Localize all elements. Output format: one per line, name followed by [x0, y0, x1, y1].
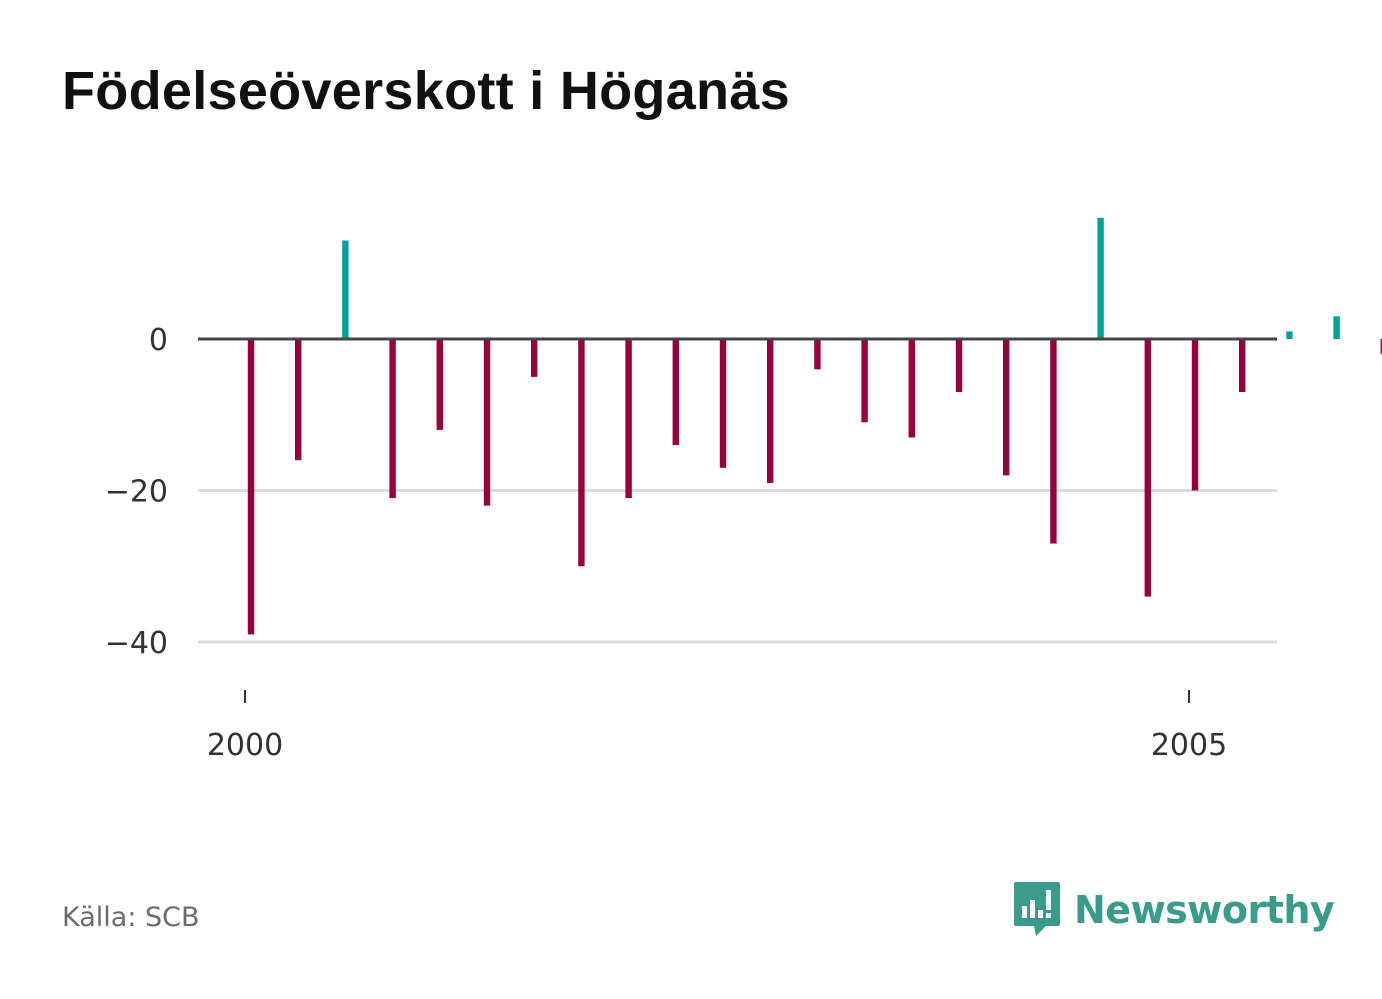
x-tick-label: 2005	[1151, 728, 1227, 763]
bar-negative	[1380, 339, 1382, 355]
brand-logo[interactable]: Newsworthy	[1012, 880, 1335, 940]
bar-negative	[767, 339, 774, 483]
bar-negative	[1239, 339, 1246, 393]
source-note: Källa: SCB	[62, 902, 200, 933]
chart-title: Födelseöverskott i Höganäs	[62, 61, 790, 121]
bar-series	[198, 217, 1382, 635]
bar-negative	[531, 339, 538, 377]
y-tick-label: −20	[105, 475, 168, 510]
bar-negative	[1191, 339, 1199, 491]
y-axis: 0 −20 −40	[105, 323, 168, 661]
brand-name: Newsworthy	[1074, 888, 1335, 932]
bar-chart: 0−20−40 200020052010201520202025	[105, 217, 1382, 763]
bar-negative	[625, 339, 632, 499]
x-axis: 200020052010201520202025	[207, 690, 1227, 763]
bar-negative	[1003, 339, 1010, 476]
y-tick-label: −40	[105, 626, 168, 661]
x-tick-label: 2000	[207, 728, 283, 763]
bar-positive	[1097, 217, 1104, 339]
bar-negative	[247, 339, 255, 635]
bar-negative	[814, 339, 821, 370]
bar-negative	[1144, 339, 1151, 597]
bar-negative	[295, 339, 302, 461]
bar-negative	[389, 339, 396, 499]
bar-positive	[1333, 316, 1340, 339]
bar-negative	[861, 339, 868, 423]
grid-lines	[198, 489, 1277, 644]
bar-negative	[908, 339, 915, 438]
bar-negative	[1050, 339, 1057, 544]
bar-negative	[483, 339, 491, 506]
bar-negative	[672, 339, 679, 446]
bar-positive	[342, 240, 349, 339]
y-tick-label: 0	[149, 323, 168, 358]
bar-negative	[955, 339, 963, 393]
bar-negative	[578, 339, 585, 567]
bar-negative	[719, 339, 727, 468]
bar-negative	[436, 339, 443, 430]
bar-positive	[1286, 331, 1293, 339]
newsworthy-logo-icon	[1014, 882, 1060, 936]
